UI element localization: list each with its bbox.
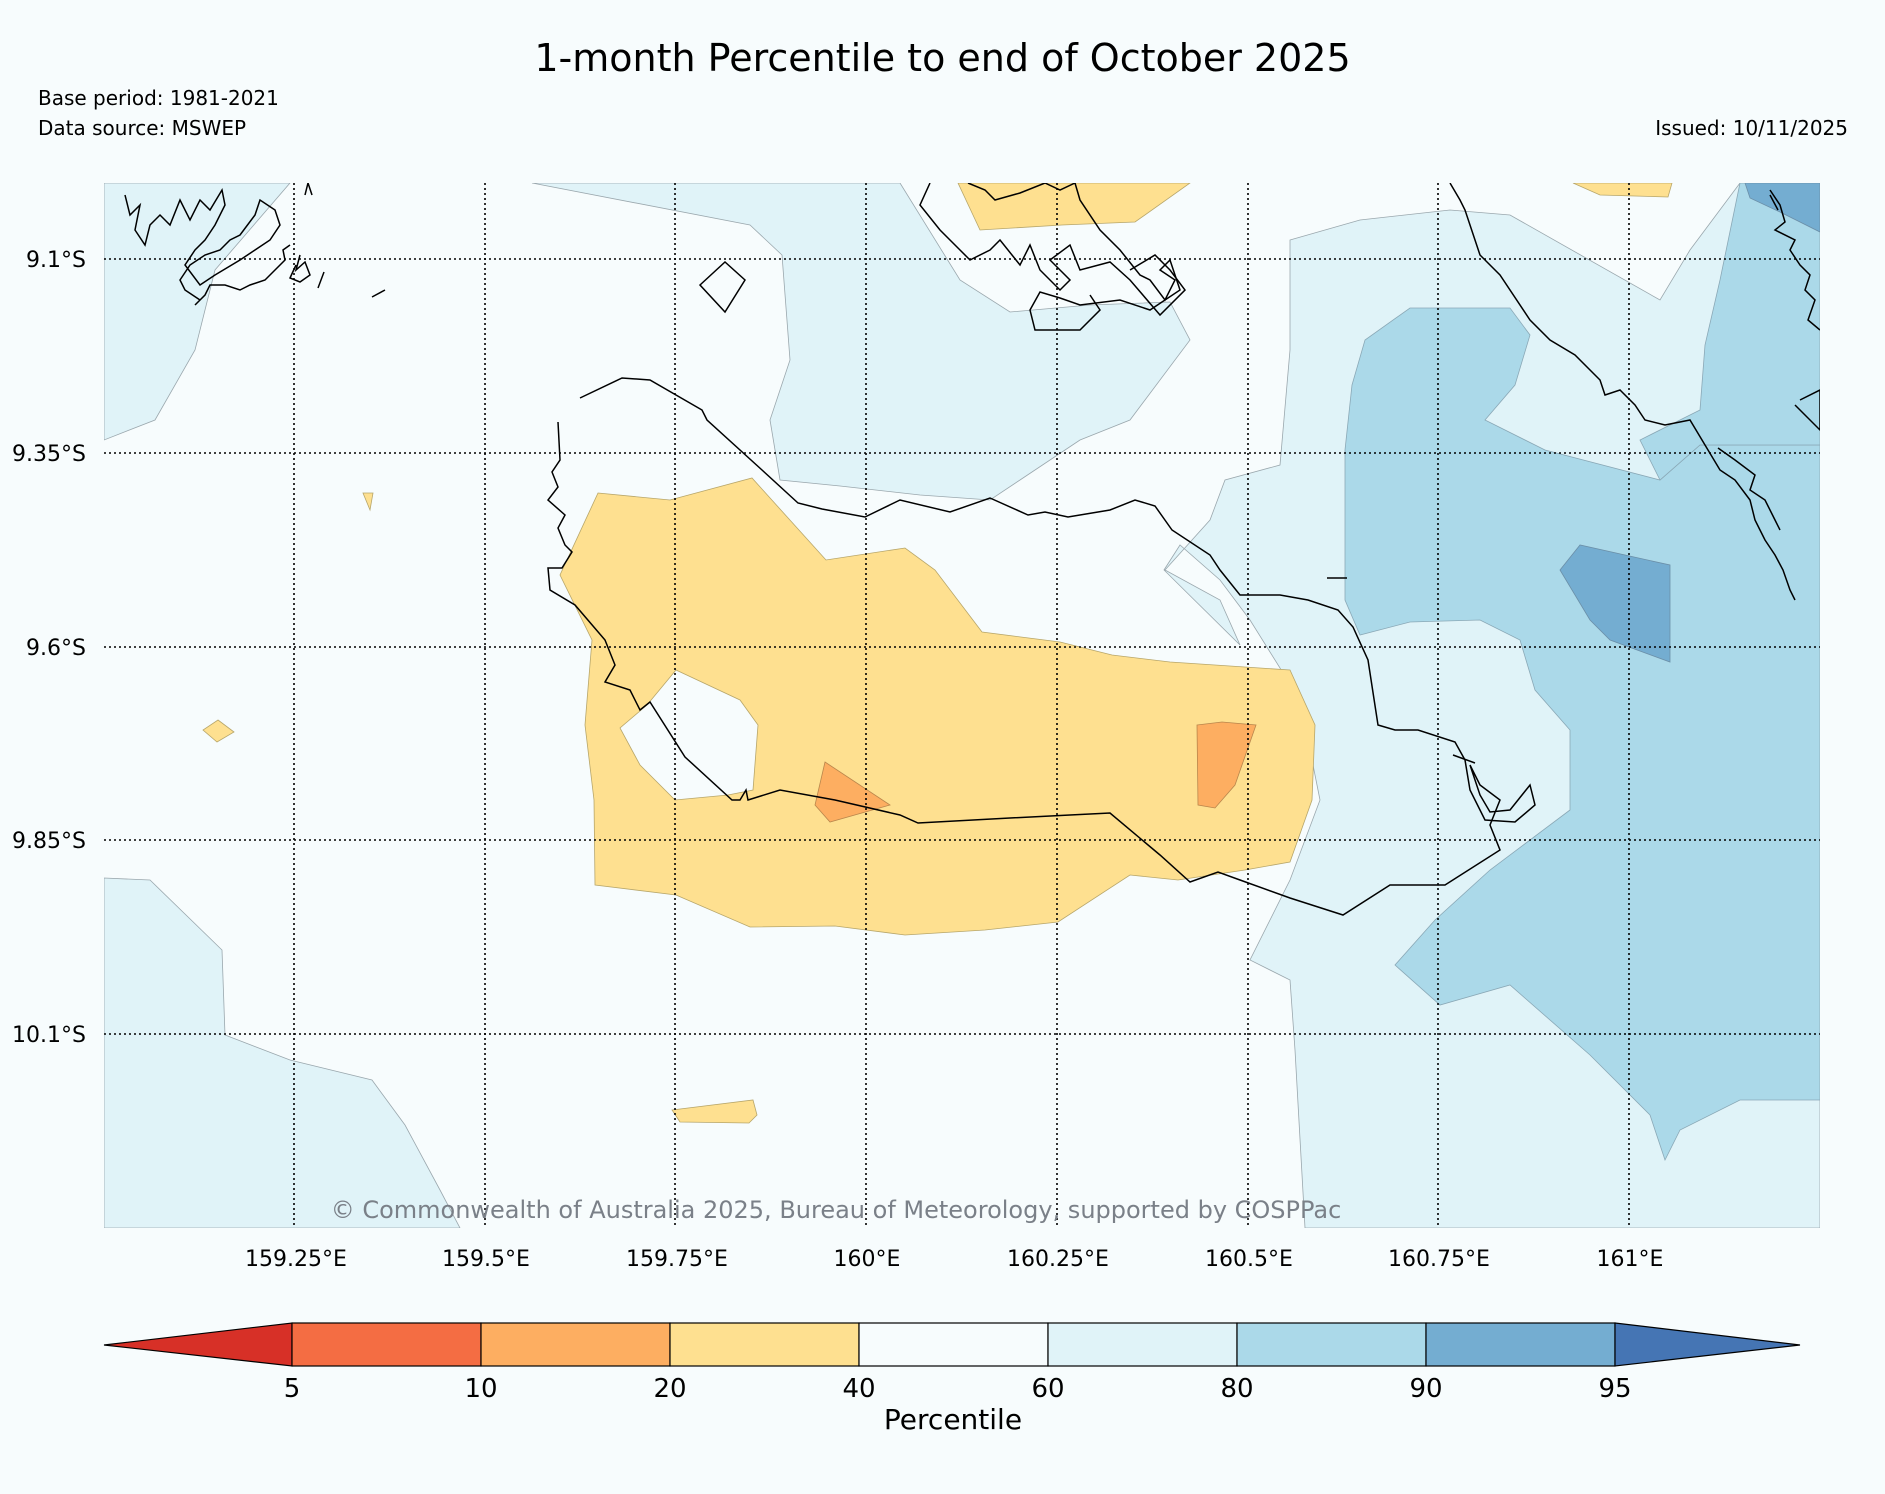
coastline-florida-islands (967, 183, 1181, 331)
colorbar-tick-5: 5 (284, 1374, 301, 1404)
fill-10-20-west (814, 761, 891, 823)
colorbar-tick-90: 90 (1409, 1374, 1442, 1404)
fill-60-80-north-central (531, 183, 1191, 501)
colorbar-tick-40: 40 (842, 1374, 875, 1404)
colorbar-segment-5-10 (291, 1322, 482, 1367)
coastline-small-island (698, 260, 746, 314)
fill-60-80-northwest (104, 183, 291, 441)
coastline-ne-small (1769, 194, 1779, 211)
colorbar-segment-40-60 (858, 1322, 1049, 1367)
lat-label-10-1: 10.1°S (12, 1023, 86, 1048)
colorbar-segment-60-80 (1047, 1322, 1238, 1367)
colorbar-extend-low (103, 1322, 293, 1367)
coastline-dash-small (1452, 754, 1476, 764)
lon-label-160: 160°E (834, 1247, 901, 1272)
colorbar-label: Percentile (884, 1403, 1022, 1436)
lat-label-9-1: 9.1°S (26, 248, 86, 273)
coastline-nw-dash2 (371, 289, 386, 298)
fill-60-80-southwest (104, 877, 461, 1228)
lon-label-160-75: 160.75°E (1388, 1247, 1490, 1272)
colorbar-segment-90-95 (1425, 1322, 1616, 1367)
coastlines (124, 183, 1820, 916)
coastline-nw-tail (288, 254, 311, 283)
fill-80-90-east (1344, 307, 1820, 1162)
lat-label-9-6: 9.6°S (26, 636, 86, 661)
longitude-labels: 159.25°E 159.5°E 159.75°E 160°E 160.25°E… (245, 1247, 1663, 1272)
colorbar-segment-10-20 (480, 1322, 671, 1367)
colorbar-segment-20-40 (669, 1322, 860, 1367)
fill-80-90-northeast (1639, 183, 1820, 481)
colorbar-tick-95: 95 (1598, 1374, 1631, 1404)
colorbar-tick-10: 10 (464, 1374, 497, 1404)
percentile-fills (104, 183, 1820, 1228)
fill-40-60-hole (619, 669, 759, 801)
coastline-florida-east (919, 183, 1186, 317)
lon-label-159-75: 159.75°E (626, 1247, 728, 1272)
colorbar-ticks: 5 10 20 40 60 80 90 95 (284, 1374, 1632, 1404)
latitude-labels: 9.1°S 9.35°S 9.6°S 9.85°S 10.1°S (12, 248, 86, 1048)
coastline-malaita-south (1717, 447, 1781, 531)
coastline-nw-dash1 (317, 271, 325, 289)
colorbar-tick-60: 60 (1031, 1374, 1064, 1404)
coastline-guadalcanal (546, 377, 1536, 916)
colorbar-extend-high (1614, 1322, 1801, 1367)
fill-90-95-northeast (1744, 183, 1820, 233)
coastline-nw-top (304, 183, 313, 196)
coastline-malaita (1449, 183, 1796, 601)
colorbar-tick-80: 80 (1220, 1374, 1253, 1404)
data-source-text: Data source: MSWEP (38, 116, 247, 140)
lon-label-161: 161°E (1597, 1247, 1664, 1272)
base-period-text: Base period: 1981-2021 (38, 86, 279, 110)
colorbar (103, 1322, 1801, 1367)
fill-20-40-west-small (202, 719, 235, 743)
colorbar-tick-20: 20 (653, 1374, 686, 1404)
fill-20-40-northeast (1572, 183, 1673, 198)
coastline-malaita-ne (1769, 189, 1820, 331)
lon-label-160-25: 160.25°E (1007, 1247, 1109, 1272)
lat-label-9-35: 9.35°S (12, 442, 86, 467)
coastline-northwest (124, 187, 291, 306)
fill-20-40-central (559, 477, 1316, 936)
gridlines (104, 183, 1820, 1228)
lat-label-9-85: 9.85°S (12, 829, 86, 854)
lon-label-159-25: 159.25°E (245, 1247, 347, 1272)
fill-90-95-east (1559, 544, 1671, 663)
lon-label-159-5: 159.5°E (442, 1247, 530, 1272)
map-title: 1-month Percentile to end of October 202… (534, 36, 1351, 80)
colorbar-segment-80-90 (1236, 1322, 1427, 1367)
copyright-notice: © Commonwealth of Australia 2025, Bureau… (331, 1196, 1342, 1224)
lon-label-160-5: 160.5°E (1205, 1247, 1293, 1272)
fill-10-20-east (1196, 721, 1257, 809)
fill-20-40-south (671, 1099, 758, 1124)
fill-20-40-dot (362, 492, 374, 512)
issued-date-text: Issued: 10/11/2025 (1655, 116, 1848, 140)
coastline-malaita-east (1794, 389, 1820, 432)
